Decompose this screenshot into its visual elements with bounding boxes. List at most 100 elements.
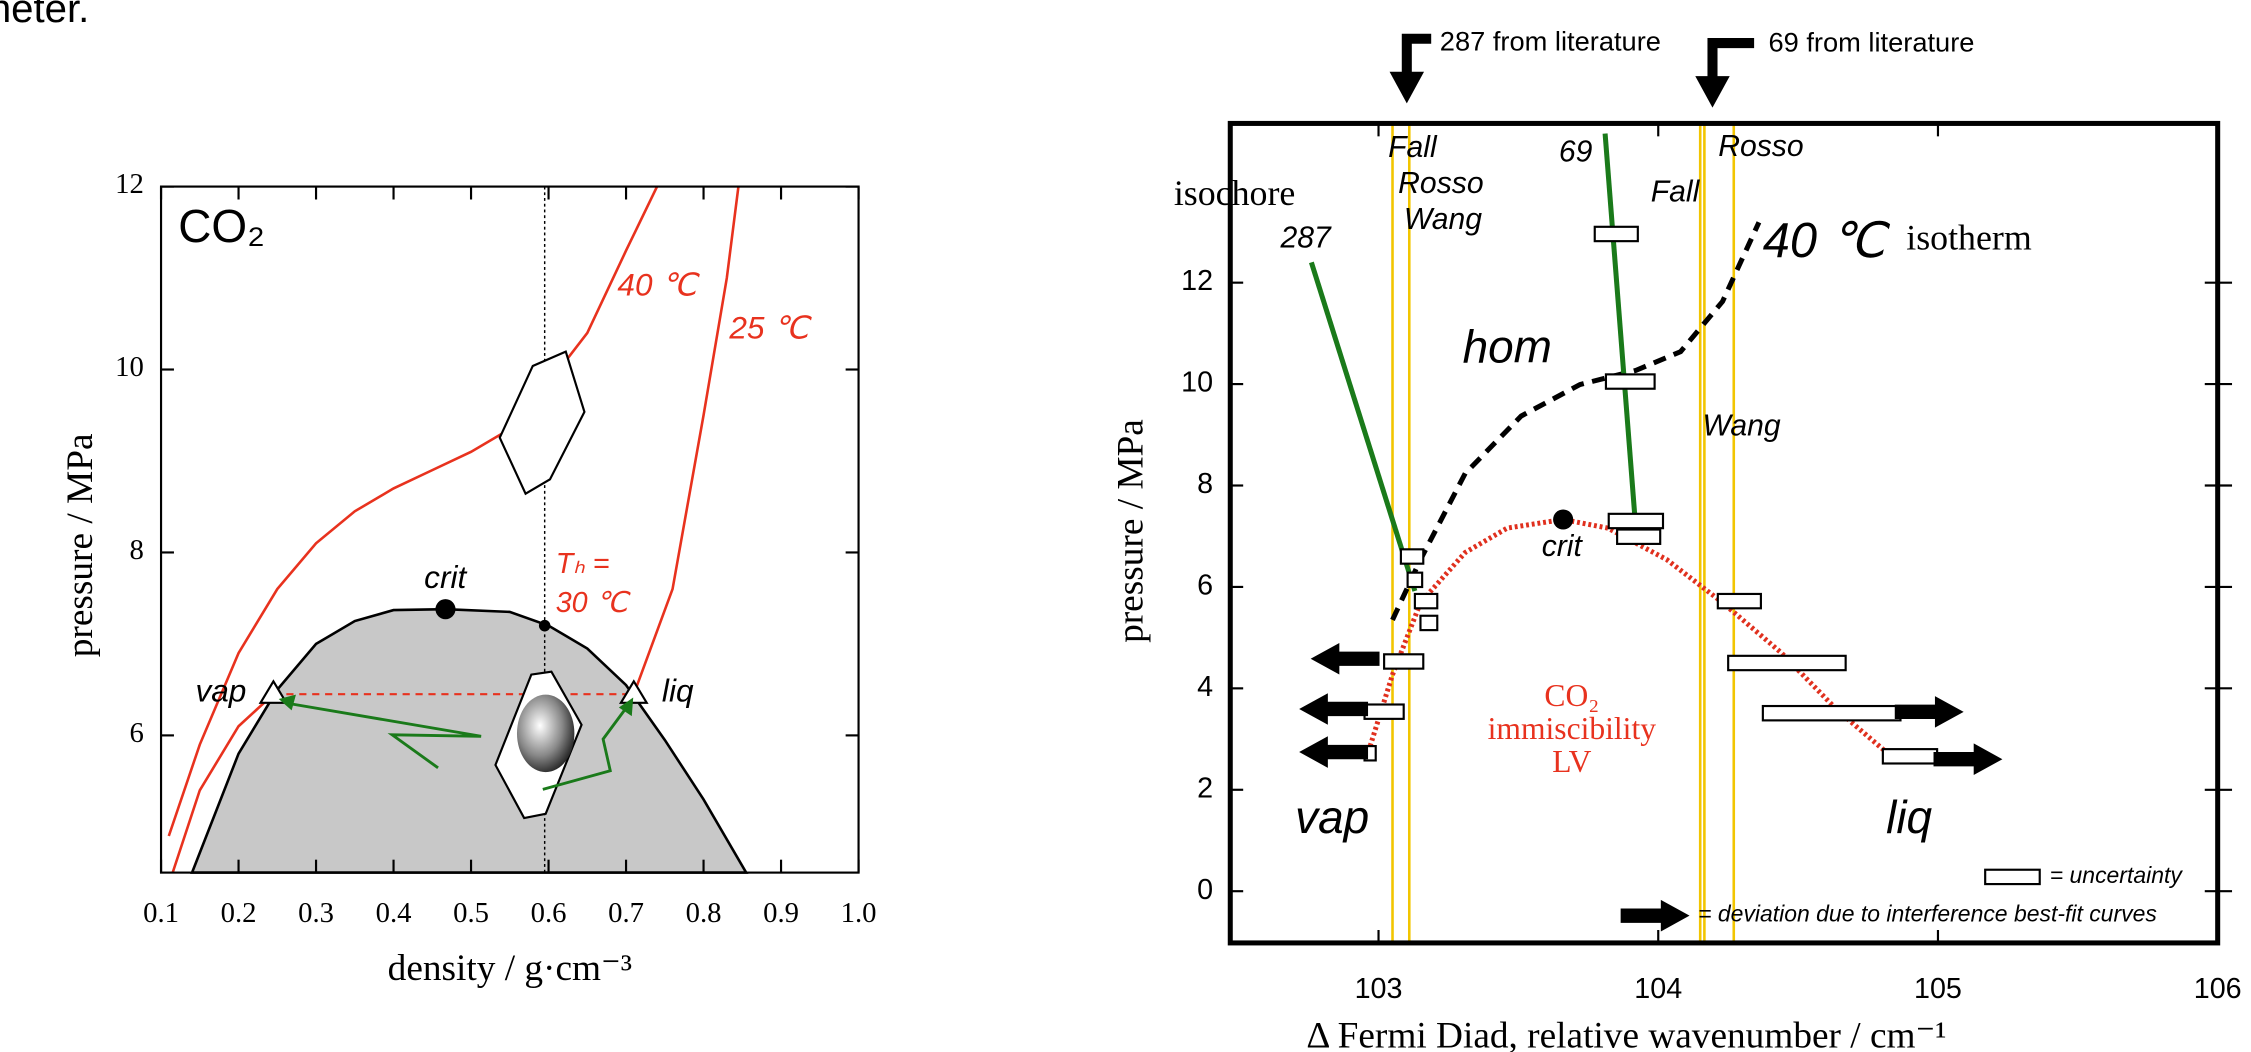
- pointer-head: [1695, 76, 1730, 108]
- x-axis-label: Δ Fermi Diad, relative wavenumber / cm⁻¹: [1306, 1016, 1946, 1052]
- pointer: [1401, 33, 1432, 75]
- point-label: liq: [662, 673, 694, 709]
- arrow: [287, 701, 482, 769]
- fragment: neter.: [0, 0, 89, 31]
- y-tick-label: 8: [129, 534, 143, 566]
- series-line: [171, 186, 740, 874]
- arrowhead: [618, 697, 634, 717]
- annotation: Fall: [1388, 131, 1438, 164]
- point: [538, 619, 551, 632]
- uncertainty-box: [1383, 653, 1425, 670]
- y-tick-label: 10: [1181, 367, 1213, 399]
- point: [435, 599, 456, 620]
- uncertainty-box: [1716, 592, 1762, 610]
- arrow: [542, 705, 629, 791]
- x-tick-label: 0.3: [298, 897, 334, 929]
- phase-envelope: [190, 607, 749, 874]
- annotation: isochore: [1174, 173, 1295, 213]
- legend-label: = uncertainty: [2050, 862, 2184, 888]
- y-tick-label: 12: [1181, 265, 1213, 297]
- uncertainty-box: [1881, 748, 1939, 765]
- deviation-arrow: [1299, 736, 1369, 768]
- annotation: Rosso: [1718, 130, 1803, 163]
- y-tick-label: 8: [1197, 468, 1213, 500]
- y-axis-label: pressure / MPa: [60, 433, 101, 657]
- uncertainty-box: [1616, 528, 1662, 545]
- density-chart: 0.1 0.2 0.3 0.4 0.5 0.6 0.7 0.8 0.9 1.0 6 8 10 12: [115, 168, 876, 929]
- x-tick-label: 105: [1914, 973, 1962, 1005]
- point: [618, 679, 649, 704]
- series-line: [1308, 261, 1418, 592]
- annotation: LV: [1552, 744, 1591, 779]
- y-tick-label: 10: [115, 351, 144, 383]
- point-label: 30 ℃: [556, 587, 632, 619]
- plot-frame: [1227, 120, 2221, 946]
- annotation: 287 from literature: [1440, 25, 1661, 56]
- x-tick-label: 103: [1355, 973, 1403, 1005]
- x-tick-label: 0.4: [376, 897, 412, 929]
- point-label: crit: [424, 559, 467, 595]
- uncertainty-box: [1419, 614, 1439, 632]
- uncertainty-box: [1406, 571, 1424, 589]
- y-tick-label: 0: [1197, 874, 1213, 906]
- series-line: [1602, 133, 1639, 530]
- series-line: [1390, 221, 1762, 621]
- x-tick-label: 106: [2194, 973, 2242, 1005]
- annotation: 69: [1559, 136, 1593, 169]
- uncertainty-box: [1413, 592, 1439, 610]
- x-tick-label: 104: [1634, 973, 1682, 1005]
- fermi-chart: 103 104 105 106 0 2 4 6 8 10 12: [1181, 120, 2242, 1005]
- annotation: immiscibility: [1488, 711, 1657, 746]
- y-tick-label: 6: [129, 717, 143, 749]
- series-label: 40 ℃: [1763, 214, 1891, 268]
- deviation-arrow: [1933, 743, 2003, 776]
- inclusion-outline: [498, 350, 586, 496]
- series-line: [167, 186, 659, 837]
- legend-box: [1984, 868, 2041, 886]
- series-label: 40 ℃: [617, 266, 700, 302]
- x-tick-label: 0.1: [143, 897, 179, 929]
- deviation-arrow: [1894, 696, 1964, 728]
- uncertainty-box: [1399, 548, 1425, 565]
- arrowhead: [278, 694, 296, 711]
- x-tick-label: 0.9: [763, 897, 799, 929]
- y-tick-label: 12: [115, 168, 144, 200]
- y-tick-label: 4: [1197, 671, 1213, 703]
- x-tick-label: 0.7: [608, 897, 644, 929]
- series-label: 25 ℃: [728, 309, 812, 345]
- annotation: isotherm: [1906, 217, 2032, 257]
- uncertainty-box: [1761, 704, 1902, 722]
- annotation: 69 from literature: [1768, 27, 1974, 58]
- uncertainty-box: [1607, 512, 1665, 530]
- deviation-arrows: [1299, 642, 2003, 932]
- point-label: Tₕ =: [556, 548, 610, 580]
- x-tick-label: 0.5: [453, 897, 489, 929]
- vapour-bubble: [516, 694, 575, 773]
- deviation-arrow: [1310, 642, 1380, 675]
- plot-frame: [159, 185, 860, 874]
- point-label: crit: [1542, 530, 1584, 563]
- x-tick-label: 0.8: [686, 897, 722, 929]
- annotation: Rosso: [1398, 167, 1483, 200]
- series-label: 287: [1280, 222, 1333, 255]
- pointer: [1707, 38, 1755, 79]
- uncertainty-box: [1363, 703, 1405, 720]
- x-tick-label: 0.6: [531, 897, 567, 929]
- uncertainty-box: [1604, 373, 1656, 390]
- x-axis-label: density / g·cm⁻³: [388, 948, 632, 989]
- point: [1553, 509, 1574, 530]
- annotation: Wang: [1404, 203, 1482, 236]
- y-tick-label: 2: [1197, 772, 1213, 804]
- y-tick-label: 6: [1197, 570, 1213, 602]
- annotation: liq: [1886, 791, 1932, 843]
- point: [258, 679, 289, 704]
- annotation: CO₂: [1544, 678, 1599, 713]
- substance: CO₂: [178, 200, 265, 252]
- deviation-arrow: [1299, 693, 1369, 725]
- pointer-head: [1389, 71, 1425, 104]
- annotation: hom: [1463, 320, 1552, 372]
- point-label: vap: [195, 673, 246, 709]
- x-tick-label: 1.0: [841, 897, 877, 929]
